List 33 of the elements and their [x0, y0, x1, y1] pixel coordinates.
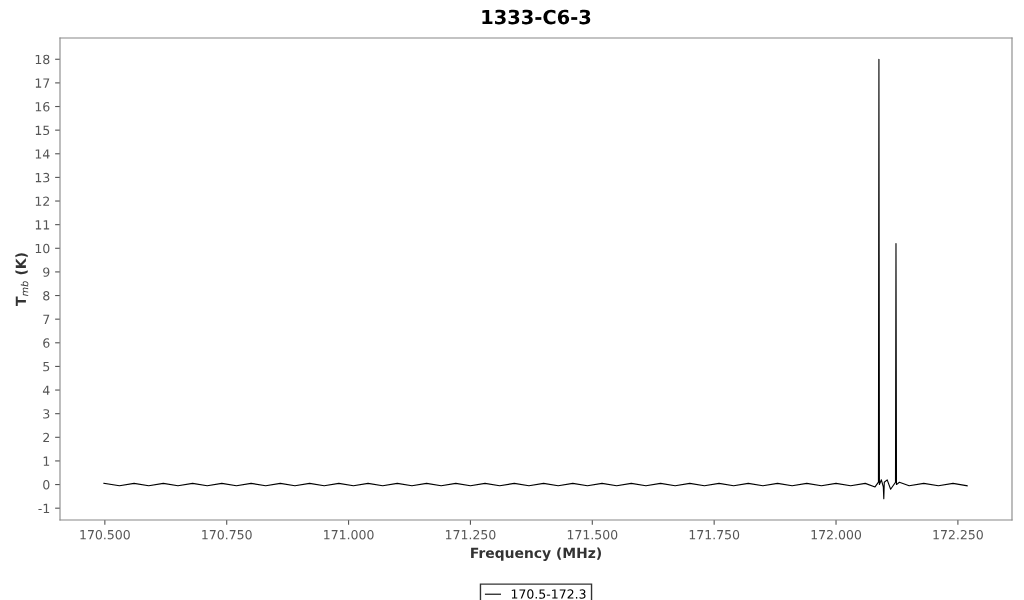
y-tick-label: 4: [42, 385, 50, 395]
chart-title: 1333-C6-3: [482, 9, 591, 25]
x-tick-label: 170.750: [202, 529, 252, 540]
y-tick-label: 10: [35, 243, 50, 254]
x-tick-label: 172.250: [933, 529, 983, 540]
x-tick-label: 171.500: [567, 529, 618, 540]
x-tick-label: 171.750: [689, 529, 740, 540]
legend-label: 170.5-172.3: [511, 589, 586, 599]
y-tick-label: 0: [43, 480, 50, 490]
y-tick-label: 13: [35, 172, 50, 183]
x-axis-title: Frequency (MHz): [471, 547, 601, 561]
x-tick-label: 172.000: [811, 529, 862, 540]
y-tick-label: 16: [35, 101, 50, 112]
y-tick-label: 9: [43, 267, 50, 277]
y-tick-label: 12: [35, 196, 50, 206]
y-tick-label: 18: [35, 54, 50, 65]
y-tick-label: 8: [43, 291, 50, 301]
y-tick-label: 11: [35, 220, 50, 230]
y-tick-label: 2: [43, 432, 50, 443]
y-tick-label: -1: [38, 503, 50, 513]
y-tick-label: 6: [43, 338, 50, 348]
y-tick-label: 3: [43, 409, 50, 419]
y-tick-label: 15: [35, 125, 50, 136]
y-tick-label: 1: [43, 456, 50, 466]
y-axis-title: T$_{mb}$ (K): [15, 253, 29, 306]
x-tick-label: 171.250: [445, 529, 496, 540]
y-tick-label: 14: [35, 149, 50, 159]
y-tick-label: 17: [35, 78, 50, 88]
y-tick-label: 5: [43, 362, 50, 372]
x-tick-label: 170.500: [80, 529, 130, 540]
line-series: [103, 58, 968, 500]
y-tick-label: 7: [43, 314, 50, 324]
x-tick-label: 171.000: [324, 529, 374, 540]
